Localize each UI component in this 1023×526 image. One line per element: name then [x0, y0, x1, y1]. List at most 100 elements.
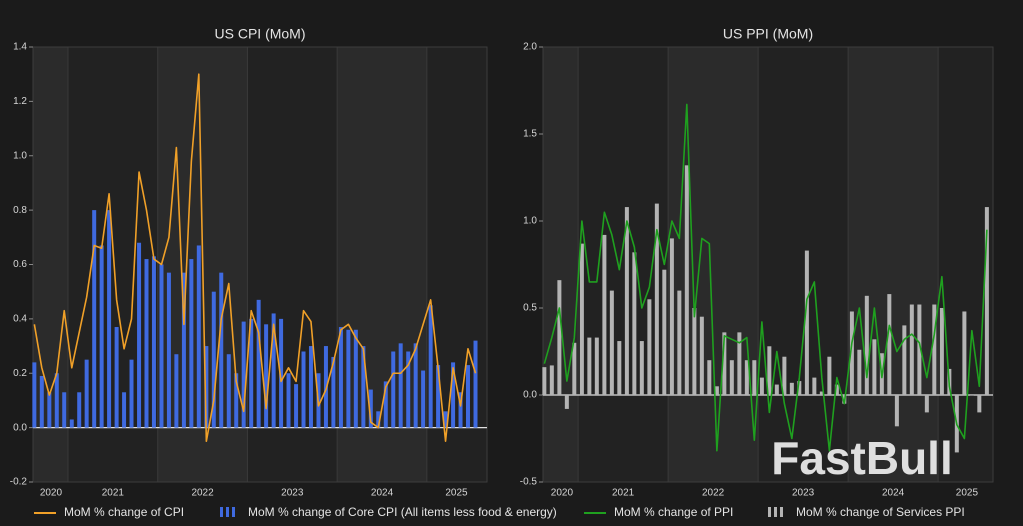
y-tick-label: 1.2	[13, 96, 27, 107]
bar	[849, 311, 854, 395]
bar	[587, 337, 592, 395]
year-band	[543, 47, 579, 482]
bar	[639, 341, 644, 395]
bar	[804, 250, 809, 395]
y-tick-label: 1.5	[523, 129, 537, 140]
bar	[767, 346, 772, 395]
bar	[465, 365, 470, 428]
bar	[189, 259, 194, 428]
bar	[107, 210, 112, 428]
bar	[924, 395, 929, 413]
bar	[632, 252, 637, 395]
y-tick-label: 0.0	[13, 422, 27, 433]
line	[33, 73, 477, 443]
bar	[872, 339, 877, 395]
bar	[759, 377, 764, 395]
x-tick-label: 2021	[612, 488, 635, 499]
bar	[39, 375, 44, 428]
year-band	[848, 47, 939, 482]
bar	[114, 327, 119, 428]
bar	[609, 290, 614, 395]
bar	[249, 318, 254, 428]
bar	[797, 381, 802, 395]
bar	[789, 382, 794, 395]
year-band	[668, 47, 759, 482]
bar	[226, 354, 231, 428]
bar	[902, 325, 907, 395]
bar	[984, 207, 989, 395]
y-tick-label: 1.0	[13, 150, 27, 161]
bar	[729, 360, 734, 395]
bar	[406, 351, 411, 428]
bar	[909, 304, 914, 395]
bar	[264, 324, 269, 428]
bar	[286, 373, 291, 428]
legend-swatch	[780, 507, 783, 517]
bar	[308, 346, 313, 428]
y-tick-label: 0.6	[13, 259, 27, 270]
bar	[428, 305, 433, 428]
bar	[92, 210, 97, 428]
bar	[722, 332, 727, 395]
bar	[714, 386, 719, 395]
x-tick-label: 2025	[956, 488, 979, 499]
bar	[166, 272, 171, 428]
bar	[782, 356, 787, 395]
y-tick-label: 0.0	[523, 390, 537, 401]
bar	[962, 311, 967, 395]
legend-swatch	[226, 507, 229, 517]
bar	[684, 165, 689, 395]
bar	[301, 351, 306, 428]
bar	[473, 340, 478, 428]
bar	[129, 359, 134, 428]
bar	[421, 370, 426, 428]
bar	[54, 373, 59, 428]
bar	[219, 272, 224, 428]
chart-title: US CPI (MoM)	[215, 26, 306, 42]
bar	[752, 360, 757, 395]
bar	[77, 392, 82, 428]
bar	[744, 360, 749, 395]
legend-swatch	[774, 507, 777, 517]
bar	[707, 360, 712, 395]
bar	[624, 207, 629, 395]
y-tick-label: 0.2	[13, 368, 27, 379]
bar	[413, 343, 418, 428]
x-tick-label: 2025	[445, 488, 468, 499]
bar	[69, 419, 74, 428]
bar	[331, 356, 336, 428]
bar	[594, 337, 599, 395]
legend-label: MoM % change of PPI	[614, 505, 733, 519]
bar	[271, 313, 276, 428]
y-tick-label: 1.4	[13, 42, 27, 53]
line	[543, 103, 988, 452]
bar	[353, 329, 358, 428]
bar	[557, 280, 562, 395]
bar	[654, 203, 659, 395]
bar	[542, 367, 547, 395]
legend-label: MoM % change of Core CPI (All items less…	[248, 505, 557, 519]
bar	[812, 377, 817, 395]
legend-swatch	[232, 507, 235, 517]
x-tick-label: 2020	[40, 488, 63, 499]
bar	[857, 349, 862, 395]
bar	[436, 365, 441, 428]
bar	[174, 354, 179, 428]
legend-swatch	[768, 507, 771, 517]
bar	[241, 321, 246, 428]
bar	[579, 243, 584, 395]
bar	[294, 384, 299, 428]
bar	[47, 392, 52, 428]
x-tick-label: 2020	[551, 488, 574, 499]
y-tick-label: 0.4	[13, 314, 27, 325]
legend-label: MoM % change of Services PPI	[796, 505, 965, 519]
bar	[602, 234, 607, 395]
x-tick-label: 2022	[191, 488, 214, 499]
bar	[361, 346, 366, 428]
year-band	[337, 47, 427, 482]
bar	[196, 245, 201, 428]
bar	[827, 356, 832, 395]
bar	[376, 411, 381, 428]
x-tick-label: 2024	[371, 488, 394, 499]
